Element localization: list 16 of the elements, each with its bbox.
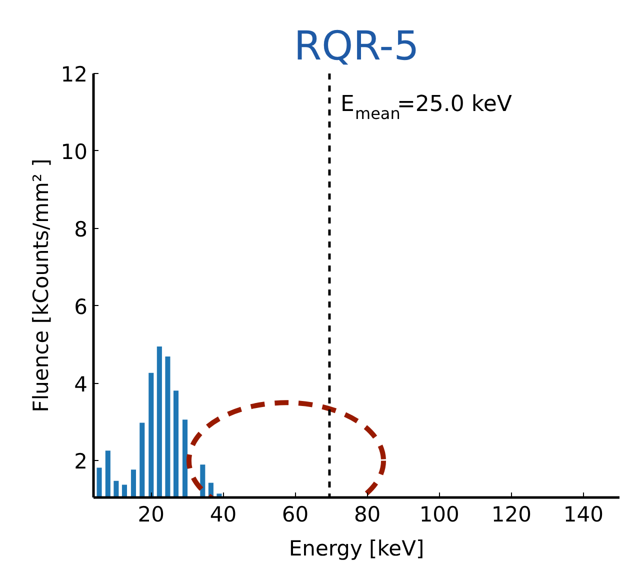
x-tick-label: 80 bbox=[354, 502, 381, 526]
chart-title: RQR-5 bbox=[294, 24, 420, 70]
x-tick-label: 100 bbox=[419, 502, 460, 526]
y-tick-label: 12 bbox=[60, 62, 88, 86]
y-tick-label: 10 bbox=[60, 140, 88, 164]
x-tick-label: 60 bbox=[282, 502, 309, 526]
y-tick-label: 6 bbox=[74, 294, 88, 319]
x-tick-label: 140 bbox=[563, 502, 604, 526]
y-tick-label: 4 bbox=[74, 372, 88, 396]
x-tick-label: 120 bbox=[491, 502, 532, 526]
x-tick-label: 40 bbox=[210, 502, 237, 526]
x-axis-title: Energy [keV] bbox=[288, 536, 424, 560]
y-axis-title: Fluence [kCounts/mm² ] bbox=[28, 158, 53, 412]
y-tick-label: 2 bbox=[74, 450, 88, 474]
x-tick-label: 20 bbox=[138, 502, 165, 526]
y-tick-label: 8 bbox=[74, 217, 88, 242]
